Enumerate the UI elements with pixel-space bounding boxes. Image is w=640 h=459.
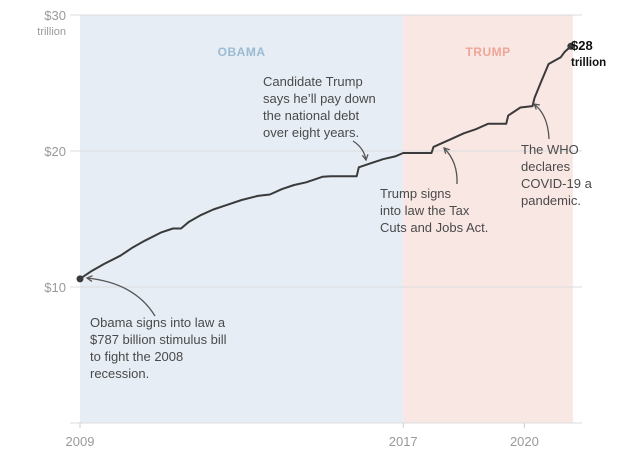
- debt-line: [79, 45, 572, 280]
- annotation-line: Candidate Trump: [263, 74, 363, 89]
- era-label-obama: OBAMA: [218, 45, 266, 59]
- annotation-line: Trump signs: [380, 186, 452, 201]
- arrowhead-icon: [85, 275, 93, 282]
- annotation-line: Obama signs into law a: [90, 315, 226, 330]
- annotation-arrow: [443, 147, 458, 185]
- end-unit-label: trillion: [571, 57, 606, 69]
- annotation-candidate: Candidate Trump says he’ll pay down the na…: [263, 74, 376, 162]
- annotation-line: Cuts and Jobs Act.: [380, 220, 488, 235]
- annotation-line: into law the Tax: [380, 203, 470, 218]
- annotation-line: COVID-19 a: [521, 176, 593, 191]
- y-tick-label: $20: [44, 144, 66, 159]
- annotation-line: says he’ll pay down: [263, 91, 376, 106]
- annotation-who: The WHO declares COVID-19 a pandemic.: [521, 103, 593, 208]
- arrowhead-icon: [361, 154, 369, 162]
- y-tick-label: $30: [44, 8, 66, 23]
- end-point: [567, 42, 575, 50]
- start-point: [76, 275, 84, 283]
- era-label-trump: TRUMP: [465, 45, 510, 59]
- annotation-arrow: [86, 277, 156, 317]
- annotation-stimulus: Obama signs into law a $787 billion stimu…: [85, 275, 227, 381]
- annotation-line: over eight years.: [263, 125, 359, 140]
- annotation-line: The WHO: [521, 142, 579, 157]
- arrowhead-icon: [532, 103, 541, 110]
- x-tick-label: 2009: [66, 434, 95, 449]
- arrowhead-icon: [443, 147, 450, 154]
- era-band-obama: [80, 15, 404, 423]
- y-unit-label: trillion: [37, 26, 66, 38]
- annotation-line: the national debt: [263, 108, 360, 123]
- annotation-line: declares: [521, 159, 571, 174]
- annotation-tax: Trump signs into law the Tax Cuts and Jobs…: [380, 147, 488, 235]
- x-tick-label: 2020: [510, 434, 539, 449]
- era-band-trump: [403, 15, 573, 423]
- y-tick-label: $10: [44, 280, 66, 295]
- annotation-line: to fight the 2008: [90, 349, 183, 364]
- annotation-line: pandemic.: [521, 193, 581, 208]
- x-tick-label: 2017: [389, 434, 418, 449]
- annotation-line: $787 billion stimulus bill: [90, 332, 227, 347]
- annotation-arrow: [352, 140, 367, 161]
- end-value-label: $28: [571, 38, 593, 53]
- annotation-line: recession.: [90, 366, 149, 381]
- annotation-arrow: [533, 103, 550, 140]
